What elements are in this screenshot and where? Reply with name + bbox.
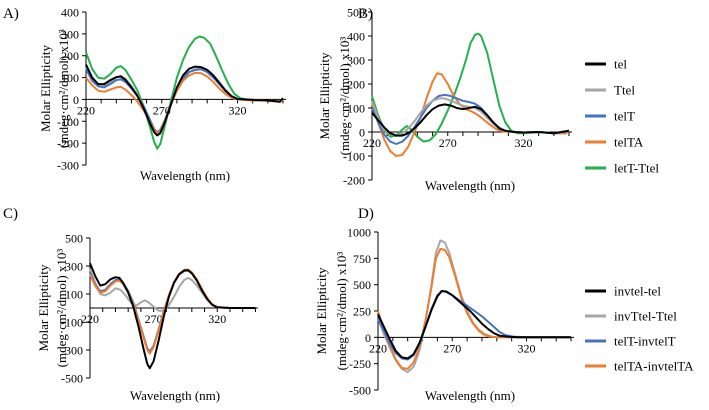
x-tick-label: 270 [145, 312, 163, 326]
panel-label: B) [358, 6, 373, 22]
y-tick-label: -500 [61, 372, 83, 386]
x-axis-title: Wavelength (nm) [140, 168, 230, 183]
y-axis-units: (mdeg·cm²/dmol) x10³ [54, 249, 69, 368]
y-tick-label: -300 [57, 159, 79, 173]
y-tick-label: 300 [65, 260, 83, 274]
y-tick-label: 400 [61, 6, 79, 20]
y-tick-label: 0 [359, 126, 365, 140]
legend-label: letT-Ttel [614, 161, 659, 176]
x-tick-label: 320 [515, 136, 533, 150]
panel-d: D) 1000 750 500 250 0 -250 -500 220 270 320 Molar E… [314, 206, 694, 403]
y-axis-units: (mdeg·cm²/dmol) x10³ [337, 37, 352, 156]
y-tick-label: 400 [347, 30, 365, 44]
y-tick-label: 1000 [347, 226, 371, 240]
series-line-telta [85, 71, 284, 135]
y-axis-units: (mdeg·cm²/dmol) x10³ [334, 252, 349, 371]
y-tick-label: -100 [57, 115, 79, 129]
panel-label: C) [3, 206, 18, 222]
x-axis-title: Wavelength (nm) [130, 388, 220, 403]
y-axis-title: Molar Ellipticity [317, 52, 332, 140]
series-line-telta [371, 72, 570, 157]
y-axis-title: Molar Ellipticity [38, 44, 53, 132]
y-tick-label: -100 [61, 316, 83, 330]
x-tick-label: 220 [369, 341, 387, 355]
y-tick-label: 100 [61, 71, 79, 85]
x-tick-label: 320 [517, 341, 535, 355]
panel-c: C) 500 300 100 -100 -300 -500 220 270 320 Molar El… [3, 206, 258, 403]
y-axis-units: (mdeg·cm²/dmol) x10³ [56, 29, 71, 148]
x-tick-label: 270 [443, 341, 461, 355]
x-tick-label: 220 [77, 103, 95, 117]
series-line-tel [85, 64, 284, 137]
y-tick-label: -300 [61, 344, 83, 358]
panel-label: D) [358, 206, 374, 222]
y-tick-label: 100 [347, 102, 365, 116]
y-tick-label: -500 [349, 384, 371, 398]
x-tick-label: 220 [363, 136, 381, 150]
x-axis-title: Wavelength (nm) [425, 178, 515, 193]
y-tick-label: 200 [61, 49, 79, 63]
y-tick-label: 100 [65, 288, 83, 302]
y-tick-label: 500 [353, 278, 371, 292]
x-tick-label: 320 [208, 312, 226, 326]
y-tick-label: 0 [365, 331, 371, 345]
series-line-ttel [89, 268, 256, 312]
series-line-telta [89, 268, 256, 355]
legend-label: telTA-invtelTA [614, 359, 694, 374]
y-tick-label: -250 [349, 357, 371, 371]
y-tick-label: 0 [73, 93, 79, 107]
y-tick-label: 500 [65, 232, 83, 246]
series-line-telt [371, 93, 570, 145]
y-tick-label: 750 [353, 252, 371, 266]
legend-label: invTtel-Ttel [614, 309, 677, 324]
x-tick-label: 220 [81, 312, 99, 326]
y-tick-label: -100 [343, 150, 365, 164]
y-tick-label: 300 [61, 27, 79, 41]
legend-label: Ttel [614, 83, 635, 98]
legend-label: tel [614, 57, 627, 72]
y-tick-label: -200 [57, 137, 79, 151]
legend-label: telTA [614, 135, 644, 150]
series-line-tel [89, 262, 256, 370]
y-tick-label: -200 [343, 174, 365, 188]
legend-label: telT-invtelT [614, 334, 676, 349]
y-axis-title: Molar Ellipticity [36, 264, 51, 352]
y-tick-label: 200 [347, 78, 365, 92]
x-axis-title: Wavelength (nm) [425, 388, 515, 403]
y-tick-label: 500 [347, 6, 365, 20]
y-axis-title: Molar Ellipticity [314, 267, 329, 355]
panel-b: B)500 400 300 200 100 0 -100 -200 220 270 320 Molar… [317, 6, 659, 194]
legend-label: invtel-tel [614, 284, 661, 299]
y-tick-label: 250 [353, 305, 371, 319]
series-line-invttel-ttel [377, 239, 571, 374]
y-tick-label: 300 [347, 54, 365, 68]
x-tick-label: 320 [229, 103, 247, 117]
series-line-invtel-tel [377, 290, 571, 360]
series-line-lett-ttel [371, 32, 570, 143]
series-line-lett-ttel [85, 35, 284, 150]
legend-label: telT [614, 109, 635, 124]
panel-label: A) [3, 6, 19, 22]
x-tick-label: 270 [439, 136, 457, 150]
series-line-telta-invtelta [377, 247, 571, 370]
series-line-tel [371, 103, 570, 137]
